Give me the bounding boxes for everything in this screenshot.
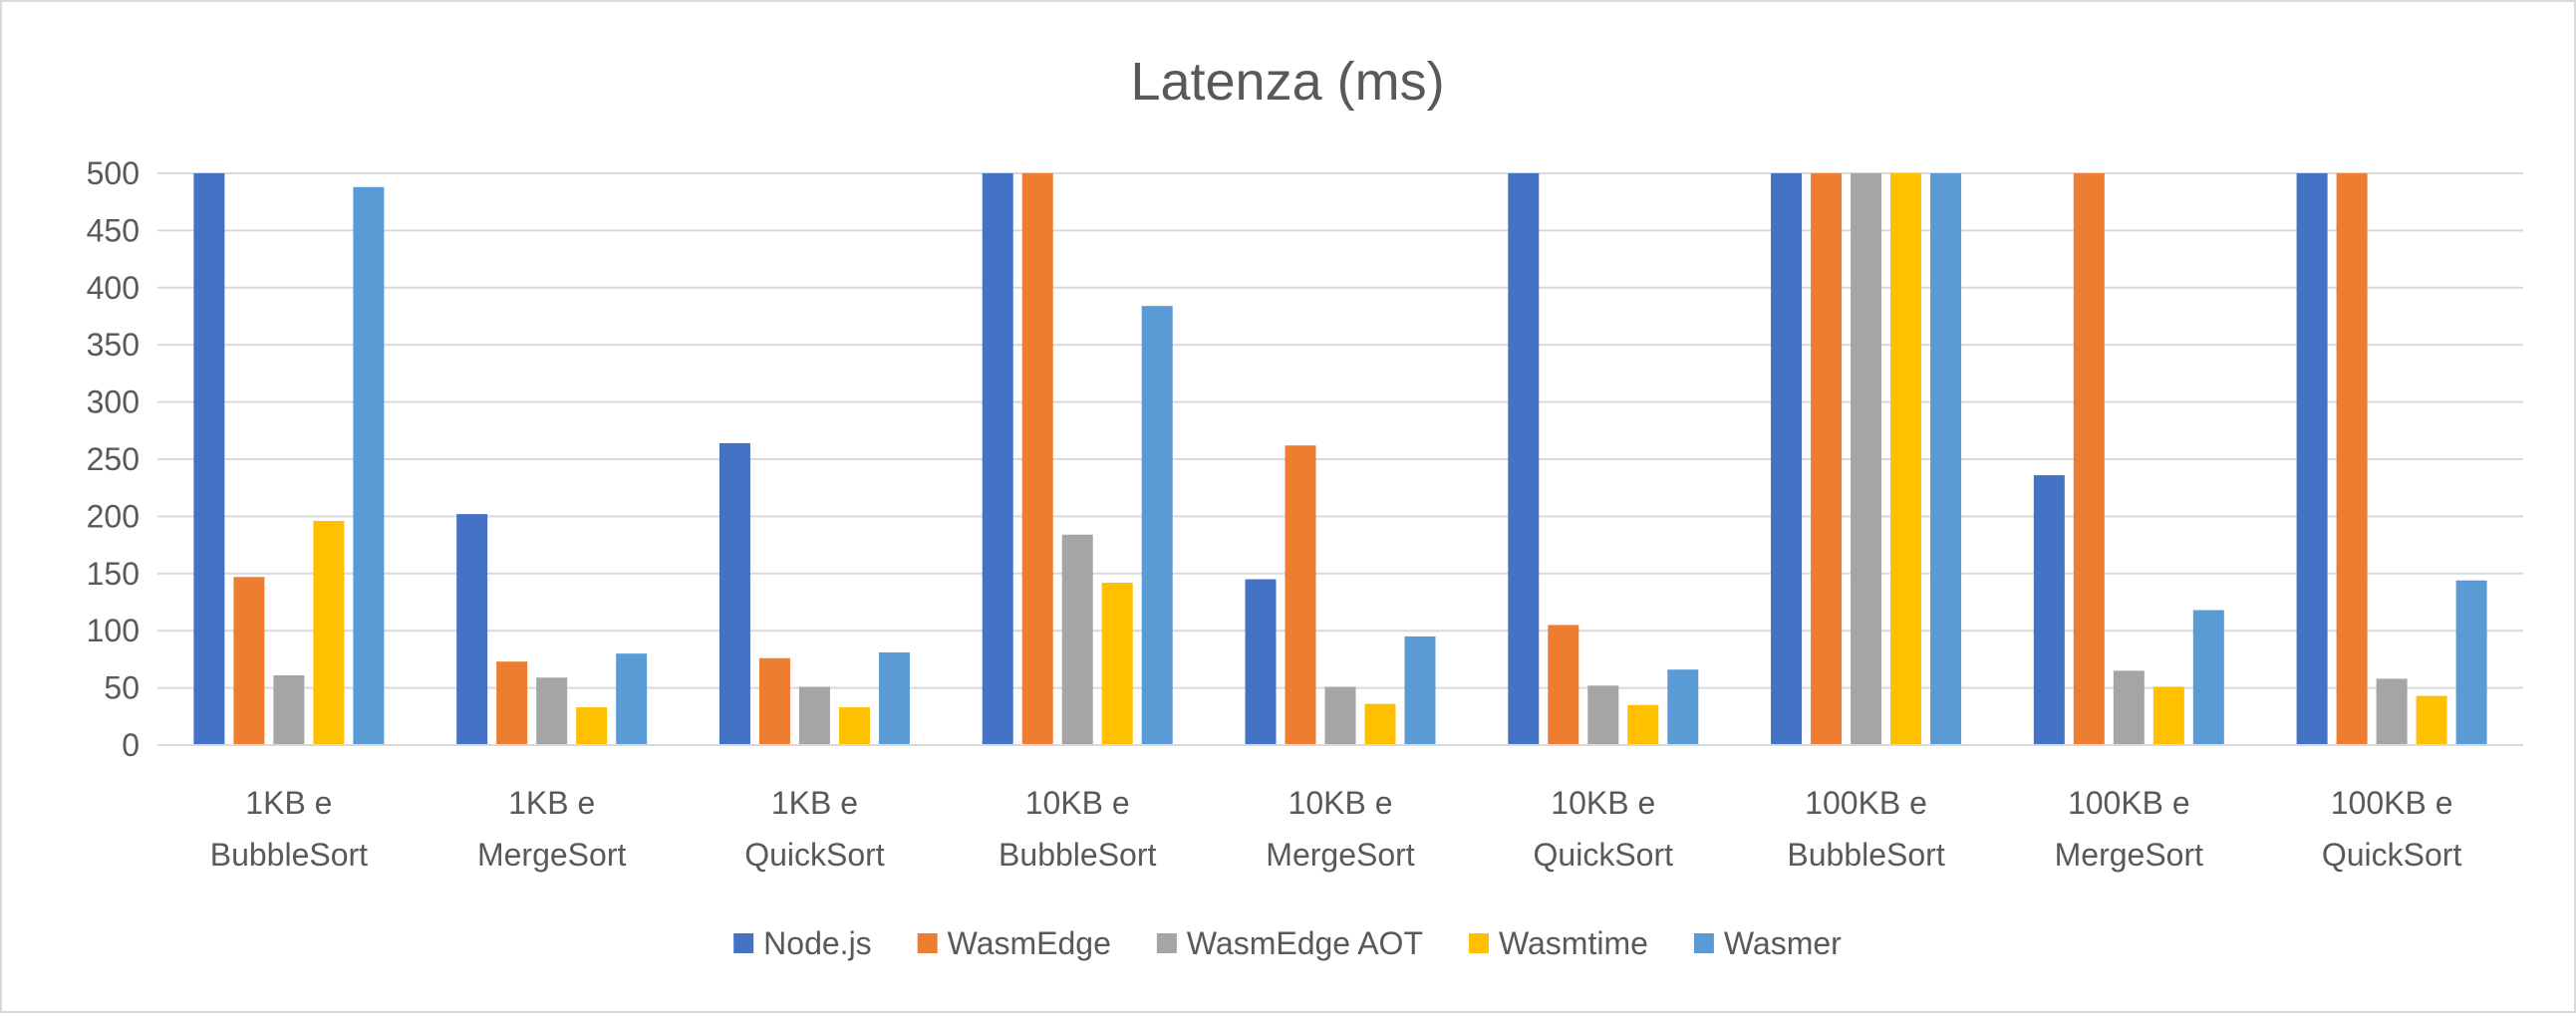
y-tick-label: 250 [87,441,140,477]
bar-wasmedge [1548,625,1579,745]
legend-swatch [1156,933,1177,953]
x-category-label: 1KB e [508,785,595,821]
x-category-label: 100KB e [1805,785,1927,821]
legend: Node.js WasmEdge WasmEdge AOT Wasmtime Wasme… [733,925,1842,961]
y-tick-label: 100 [87,613,140,648]
legend-swatch [1693,933,1714,953]
bar-wasmedge-aot [1061,534,1093,745]
bar-wasmedge-aot [536,677,568,745]
bar-node-js [193,173,225,745]
bar-wasmer [1141,306,1173,745]
legend-swatch [917,933,938,953]
y-tick-label: 350 [87,327,140,363]
x-category-label: BubbleSort [999,837,1156,873]
y-tick-label: 500 [87,155,140,191]
bar-wasmtime [2152,686,2184,745]
bar-wasmedge-aot [1324,686,1356,745]
bar-wasmedge [1285,445,1316,745]
bar-wasmtime [2416,695,2447,745]
legend-item: Node.js [733,925,872,961]
bar-wasmtime [1627,704,1659,745]
bars [193,173,2487,745]
bar-node-js [982,173,1013,745]
y-tick-label: 50 [104,670,140,706]
bar-wasmedge-aot [1851,173,1882,745]
bar-wasmtime [1890,173,1922,745]
x-category-label: MergeSort [477,837,627,873]
bar-wasmer [2455,580,2487,745]
y-tick-label: 200 [87,498,140,534]
legend-label: WasmEdge [948,925,1111,961]
legend-swatch [733,933,754,953]
bar-wasmedge [1021,173,1053,745]
legend-swatch [1468,933,1489,953]
legend-label: Wasmer [1724,925,1842,961]
bar-wasmedge [758,657,790,745]
x-category-label: BubbleSort [1787,837,1944,873]
legend-item: Wasmtime [1468,925,1648,961]
legend-item: WasmEdge AOT [1156,925,1423,961]
x-category-label: QuickSort [1534,837,1674,873]
bar-node-js [718,442,750,745]
chart-title: Latenza (ms) [1130,52,1444,112]
x-axis-categories: 1KB e BubbleSort 1KB e MergeSort 1KB e QuickS… [210,785,2462,873]
bar-wasmedge-aot [2113,670,2145,745]
bar-wasmedge [1811,173,1843,745]
x-category-label: MergeSort [2055,837,2204,873]
bar-wasmtime [313,520,345,745]
bar-wasmer [353,186,385,745]
bar-wasmer [1930,173,1962,745]
bar-wasmedge [2073,173,2105,745]
bar-wasmer [1404,635,1436,745]
bar-wasmtime [576,707,608,745]
bar-node-js [2296,173,2328,745]
legend-label: Wasmtime [1499,925,1648,961]
y-tick-label: 450 [87,212,140,248]
bar-wasmedge [233,577,265,745]
bar-wasmedge-aot [273,674,305,745]
x-category-label: 1KB e [245,785,332,821]
x-category-label: 100KB e [2068,785,2190,821]
legend-item: Wasmer [1693,925,1842,961]
legend-label: Node.js [763,925,872,961]
bar-node-js [1245,579,1277,745]
x-category-label: QuickSort [744,837,885,873]
bar-wasmtime [838,707,870,745]
y-tick-label: 150 [87,556,140,592]
bar-node-js [456,514,488,745]
y-tick-label: 300 [87,384,140,420]
bar-wasmedge [2336,173,2368,745]
y-axis-ticks: 0 50 100 150 200 250 300 350 400 450 500 [87,155,140,763]
x-category-label: MergeSort [1266,837,1415,873]
bar-wasmedge-aot [798,686,830,745]
x-category-label: 10KB e [1551,785,1655,821]
x-category-label: 100KB e [2331,785,2453,821]
bar-node-js [2033,475,2065,745]
x-category-label: 1KB e [771,785,858,821]
legend-label: WasmEdge AOT [1187,925,1423,961]
x-category-label: 10KB e [1025,785,1130,821]
bar-wasmedge-aot [2376,678,2408,745]
bar-wasmer [1667,669,1699,745]
bar-wasmer [616,653,648,745]
x-category-label: BubbleSort [210,837,368,873]
x-category-label: QuickSort [2322,837,2462,873]
bar-wasmtime [1101,582,1133,745]
bar-wasmedge [496,661,528,745]
y-tick-label: 400 [87,270,140,306]
bar-wasmedge-aot [1587,685,1619,745]
y-tick-label: 0 [122,727,140,763]
bar-wasmer [878,652,910,745]
bar-wasmer [2192,610,2224,745]
gridlines [157,172,2523,689]
bar-node-js [1771,173,1803,745]
x-category-label: 10KB e [1288,785,1393,821]
bar-node-js [1508,173,1540,745]
legend-item: WasmEdge [917,925,1111,961]
bar-wasmtime [1364,703,1396,745]
